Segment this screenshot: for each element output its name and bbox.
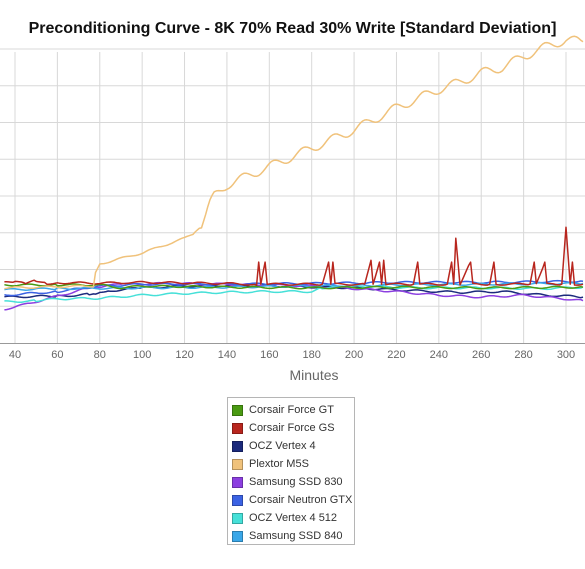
x-tick-label-140: 140 [218,349,236,361]
legend-item-samsung-ssd-830[interactable]: Samsung SSD 830 [232,473,350,491]
legend-item-samsung-ssd-840[interactable]: Samsung SSD 840 [232,527,350,545]
legend-item-ocz-vertex-4-512[interactable]: OCZ Vertex 4 512 [232,509,350,527]
x-tick-label-280: 280 [514,349,532,361]
legend-item-corsair-force-gs[interactable]: Corsair Force GS [232,419,350,437]
legend-swatch [232,440,243,452]
legend-swatch [232,476,243,488]
legend-swatch [232,512,243,524]
x-tick-labels: 40 60 80 100 120 140 160 180 200 220 240 260 280 300 [9,349,575,361]
legend-label: Corsair Force GT [249,404,334,416]
legend-swatch [232,404,243,416]
legend-label: Corsair Neutron GTX [249,494,353,506]
legend-label: OCZ Vertex 4 [249,440,316,452]
x-tick-label-160: 160 [260,349,278,361]
x-axis-label: Minutes [289,367,339,383]
x-tick-label-220: 220 [387,349,405,361]
x-tick-label-300: 300 [557,349,575,361]
legend-swatch [232,458,243,470]
legend-label: Samsung SSD 830 [249,476,343,488]
legend-label: Samsung SSD 840 [249,530,343,542]
legend-item-plextor-m5s[interactable]: Plextor M5S [232,455,350,473]
legend-label: Corsair Force GS [249,422,335,434]
x-tick-label-200: 200 [345,349,363,361]
legend: Corsair Force GT Corsair Force GS OCZ Vert… [227,397,355,545]
x-tick-label-80: 80 [94,349,106,361]
legend-swatch [232,422,243,434]
x-tick-label-120: 120 [175,349,193,361]
legend-swatch [232,494,243,506]
series-lines [4,35,584,311]
x-tick-label-60: 60 [51,349,63,361]
legend-item-ocz-vertex-4[interactable]: OCZ Vertex 4 [232,437,350,455]
series-line-samsung-ssd-830 [4,281,584,311]
x-tick-label-260: 260 [472,349,490,361]
legend-label: Plextor M5S [249,458,309,470]
x-tick-label-180: 180 [303,349,321,361]
legend-swatch [232,530,243,542]
legend-item-corsair-neutron-gtx[interactable]: Corsair Neutron GTX [232,491,353,509]
plot-background [0,52,585,343]
series-line-corsair-force-gs [4,226,584,286]
series-line-corsair-neutron-gtx [4,279,584,297]
legend-label: OCZ Vertex 4 512 [249,512,338,524]
series-line-corsair-force-gt [4,283,584,290]
x-tick-label-100: 100 [133,349,151,361]
x-tick-label-240: 240 [430,349,448,361]
x-tick-label-40: 40 [9,349,21,361]
series-line-plextor-m5s [4,35,584,290]
legend-item-corsair-force-gt[interactable]: Corsair Force GT [232,401,350,419]
chart-title: Preconditioning Curve - 8K 70% Read 30% … [28,20,557,37]
